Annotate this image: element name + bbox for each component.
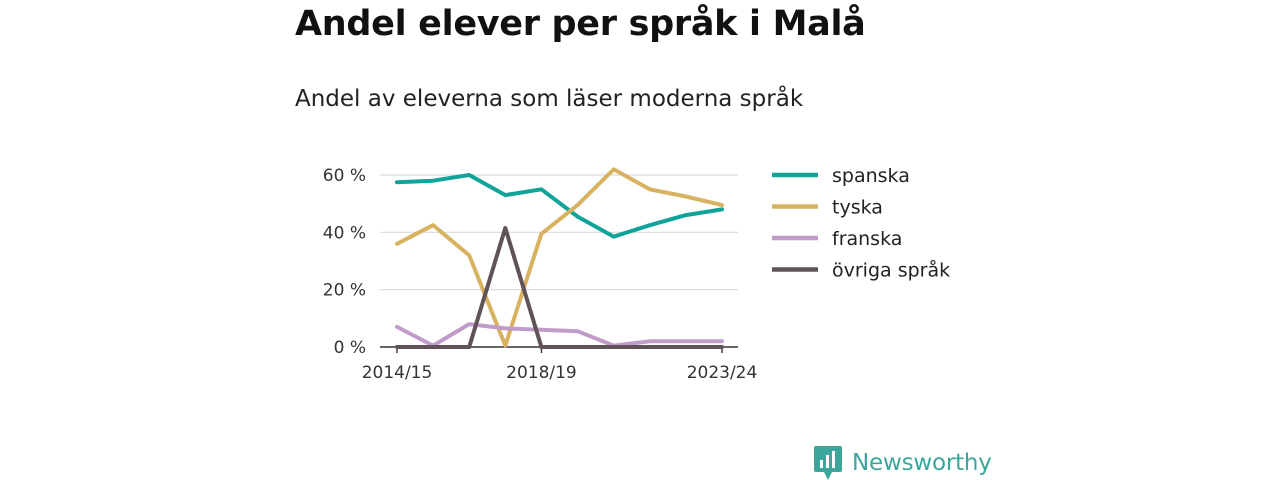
legend: spanska tyska franska övriga språk (772, 165, 950, 282)
x-tick-label: 2023/24 (687, 363, 758, 383)
grid-lines (380, 174, 738, 291)
series-line-spanska (395, 173, 724, 239)
y-axis-ticks: 0 % 20 % 40 % 60 % (323, 166, 366, 358)
legend-label-tyska: tyska (832, 197, 883, 219)
line-chart: 0 % 20 % 40 % 60 % 2014/15 2018/19 2023/24 sp… (323, 165, 950, 383)
series-line-tyska (395, 167, 724, 348)
y-tick-label: 60 % (323, 166, 366, 186)
y-tick-label: 0 % (334, 338, 366, 358)
newsworthy-brand: Newsworthy (814, 446, 992, 480)
legend-label-spanska: spanska (832, 165, 910, 187)
chart-subtitle: Andel av eleverna som läser moderna språ… (295, 86, 804, 112)
series-line-franska (395, 322, 724, 348)
y-tick-label: 40 % (323, 223, 366, 243)
x-tick-label: 2018/19 (506, 363, 577, 383)
chart-title: Andel elever per språk i Malå (295, 4, 866, 44)
y-tick-label: 20 % (323, 281, 366, 301)
brand-name: Newsworthy (852, 450, 992, 476)
legend-label-franska: franska (832, 228, 902, 250)
series-line-övriga-språk (395, 226, 724, 349)
legend-label-övriga-språk: övriga språk (832, 259, 950, 282)
x-axis: 2014/15 2018/19 2023/24 (362, 346, 758, 383)
series-lines (395, 167, 724, 349)
newsworthy-logo-icon (814, 446, 842, 480)
x-tick-label: 2014/15 (362, 363, 433, 383)
